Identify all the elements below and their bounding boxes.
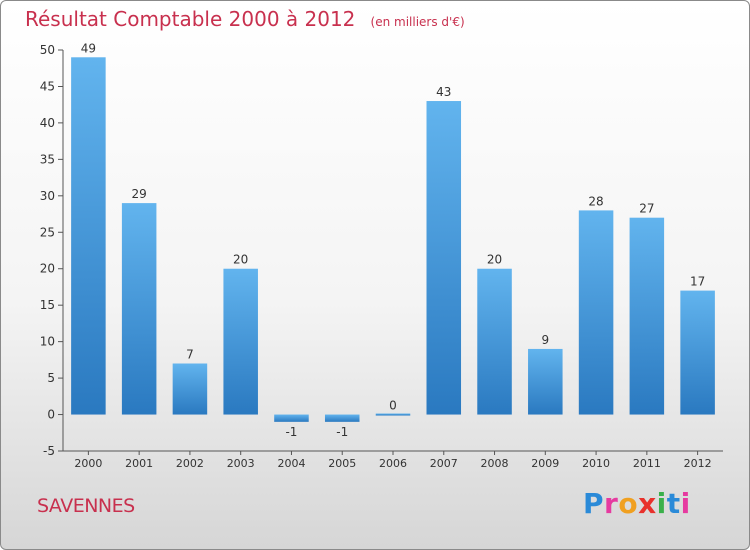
y-tick-label: 15 bbox=[40, 298, 55, 312]
data-label: 29 bbox=[132, 187, 147, 201]
data-label: 17 bbox=[690, 275, 705, 289]
data-label: -1 bbox=[285, 425, 297, 439]
x-tick-label: 2004 bbox=[277, 457, 305, 470]
y-tick-label: 50 bbox=[40, 43, 55, 57]
x-tick-label: 2005 bbox=[328, 457, 356, 470]
bar bbox=[172, 363, 208, 415]
y-tick-label: 20 bbox=[40, 262, 55, 276]
chart-unit: (en milliers d'€) bbox=[370, 15, 465, 29]
x-tick-label: 2003 bbox=[227, 457, 255, 470]
town-name: SAVENNES bbox=[37, 495, 135, 517]
data-label: 28 bbox=[588, 194, 603, 208]
y-tick-label: 5 bbox=[47, 371, 55, 385]
logo-letter: o bbox=[618, 487, 639, 520]
bar bbox=[274, 414, 309, 422]
bar bbox=[578, 210, 614, 415]
y-tick-label: -5 bbox=[43, 444, 55, 458]
data-label: 0 bbox=[389, 399, 397, 413]
data-label: 7 bbox=[186, 348, 194, 362]
x-tick-label: 2011 bbox=[633, 457, 661, 470]
bar bbox=[680, 290, 715, 415]
bar bbox=[375, 413, 411, 416]
bar bbox=[426, 101, 462, 415]
x-tick-label: 2010 bbox=[582, 457, 610, 470]
x-tick-label: 2008 bbox=[481, 457, 509, 470]
data-label: 20 bbox=[233, 253, 248, 267]
logo-letter: P bbox=[583, 487, 605, 520]
data-label: -1 bbox=[336, 425, 348, 439]
data-label: 49 bbox=[81, 41, 96, 55]
x-tick-label: 2001 bbox=[125, 457, 153, 470]
data-label: 43 bbox=[436, 85, 451, 99]
x-tick-label: 2012 bbox=[684, 457, 712, 470]
chart-title-text: Résultat Comptable 2000 à 2012 bbox=[25, 7, 356, 31]
y-tick-label: 25 bbox=[40, 225, 55, 239]
data-label: 9 bbox=[541, 333, 549, 347]
bar bbox=[629, 217, 665, 415]
data-label: 20 bbox=[487, 253, 502, 267]
y-tick-label: 40 bbox=[40, 116, 55, 130]
x-tick-label: 2007 bbox=[430, 457, 458, 470]
logo-letter: r bbox=[604, 487, 619, 520]
x-tick-label: 2006 bbox=[379, 457, 407, 470]
data-label: 27 bbox=[639, 202, 654, 216]
chart-title: Résultat Comptable 2000 à 2012 (en milli… bbox=[25, 7, 465, 31]
y-tick-label: 10 bbox=[40, 335, 55, 349]
proxiti-logo: Proxiti bbox=[583, 487, 691, 520]
logo-letter: x bbox=[638, 487, 657, 520]
bar bbox=[477, 268, 512, 415]
bar bbox=[223, 268, 258, 415]
logo-letter: i bbox=[656, 487, 667, 520]
bar bbox=[71, 57, 106, 415]
bar bbox=[324, 414, 360, 422]
bar bbox=[121, 203, 157, 415]
x-tick-label: 2009 bbox=[531, 457, 559, 470]
x-tick-label: 2000 bbox=[74, 457, 102, 470]
y-tick-label: 45 bbox=[40, 79, 55, 93]
x-tick-label: 2002 bbox=[176, 457, 204, 470]
y-tick-label: 35 bbox=[40, 152, 55, 166]
y-tick-label: 30 bbox=[40, 189, 55, 203]
y-tick-label: 0 bbox=[47, 408, 55, 422]
logo-letter: t bbox=[666, 487, 681, 520]
bar bbox=[528, 348, 563, 415]
logo-letter: i bbox=[680, 487, 691, 520]
